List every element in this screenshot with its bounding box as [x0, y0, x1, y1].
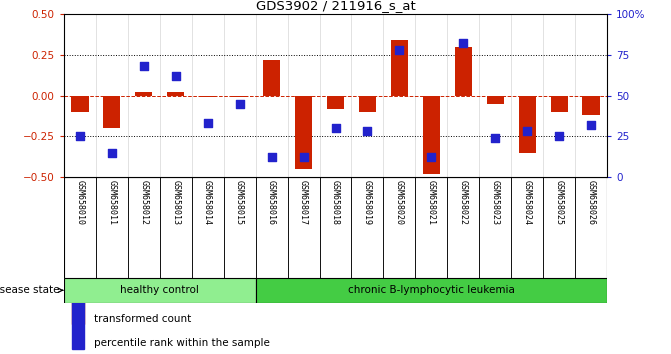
Bar [423, 96, 440, 174]
Text: GSM658018: GSM658018 [331, 180, 340, 225]
Point [490, 135, 501, 141]
Bar [519, 96, 536, 153]
Point [106, 150, 117, 155]
Bar [288, 177, 319, 278]
Bar [359, 96, 376, 112]
Text: GSM658023: GSM658023 [491, 180, 500, 225]
Bar [223, 177, 256, 278]
Bar [127, 177, 160, 278]
Text: GSM658017: GSM658017 [299, 180, 308, 225]
Bar [327, 96, 344, 109]
Bar [160, 177, 192, 278]
Bar [135, 92, 152, 96]
Bar [544, 177, 575, 278]
Text: GSM658022: GSM658022 [459, 180, 468, 225]
Bar [383, 177, 415, 278]
Bar [575, 177, 607, 278]
Bar [64, 177, 96, 278]
Bar [295, 96, 312, 169]
Point [554, 133, 565, 139]
Point [170, 73, 181, 79]
Point [426, 155, 437, 160]
Text: percentile rank within the sample: percentile rank within the sample [94, 338, 270, 348]
Text: GSM658024: GSM658024 [523, 180, 532, 225]
Text: GSM658014: GSM658014 [203, 180, 212, 225]
Bar [72, 244, 84, 324]
Bar [72, 268, 84, 349]
Text: GSM658016: GSM658016 [267, 180, 276, 225]
Bar [167, 92, 185, 96]
Point [234, 101, 245, 107]
Bar [199, 96, 217, 97]
Text: GSM658025: GSM658025 [555, 180, 564, 225]
Bar [486, 96, 504, 104]
Title: GDS3902 / 211916_s_at: GDS3902 / 211916_s_at [256, 0, 415, 12]
Bar [582, 96, 600, 115]
Text: chronic B-lymphocytic leukemia: chronic B-lymphocytic leukemia [348, 285, 515, 295]
Bar [454, 47, 472, 96]
Text: GSM658026: GSM658026 [586, 180, 596, 225]
Text: disease state: disease state [0, 285, 63, 295]
Text: GSM658020: GSM658020 [395, 180, 404, 225]
Point [202, 120, 213, 126]
Bar [319, 177, 352, 278]
Bar [391, 40, 408, 96]
Text: GSM658011: GSM658011 [107, 180, 116, 225]
Text: GSM658015: GSM658015 [235, 180, 244, 225]
Bar [352, 177, 383, 278]
Text: transformed count: transformed count [94, 314, 191, 324]
Text: GSM658019: GSM658019 [363, 180, 372, 225]
Bar [263, 60, 280, 96]
Point [298, 155, 309, 160]
Bar [448, 177, 479, 278]
Point [458, 41, 469, 46]
Bar [256, 278, 607, 303]
Bar [256, 177, 288, 278]
Point [362, 129, 373, 134]
Bar [511, 177, 544, 278]
Text: GSM658013: GSM658013 [171, 180, 180, 225]
Bar [64, 278, 256, 303]
Text: GSM658010: GSM658010 [75, 180, 85, 225]
Point [394, 47, 405, 53]
Point [586, 122, 597, 128]
Point [330, 125, 341, 131]
Bar [415, 177, 448, 278]
Bar [103, 96, 121, 128]
Text: GSM658012: GSM658012 [139, 180, 148, 225]
Point [74, 133, 85, 139]
Bar [96, 177, 127, 278]
Bar [71, 96, 89, 112]
Point [138, 63, 149, 69]
Bar [479, 177, 511, 278]
Bar [231, 96, 248, 97]
Point [522, 129, 533, 134]
Bar [192, 177, 223, 278]
Bar [550, 96, 568, 112]
Point [266, 155, 277, 160]
Text: GSM658021: GSM658021 [427, 180, 436, 225]
Text: healthy control: healthy control [120, 285, 199, 295]
